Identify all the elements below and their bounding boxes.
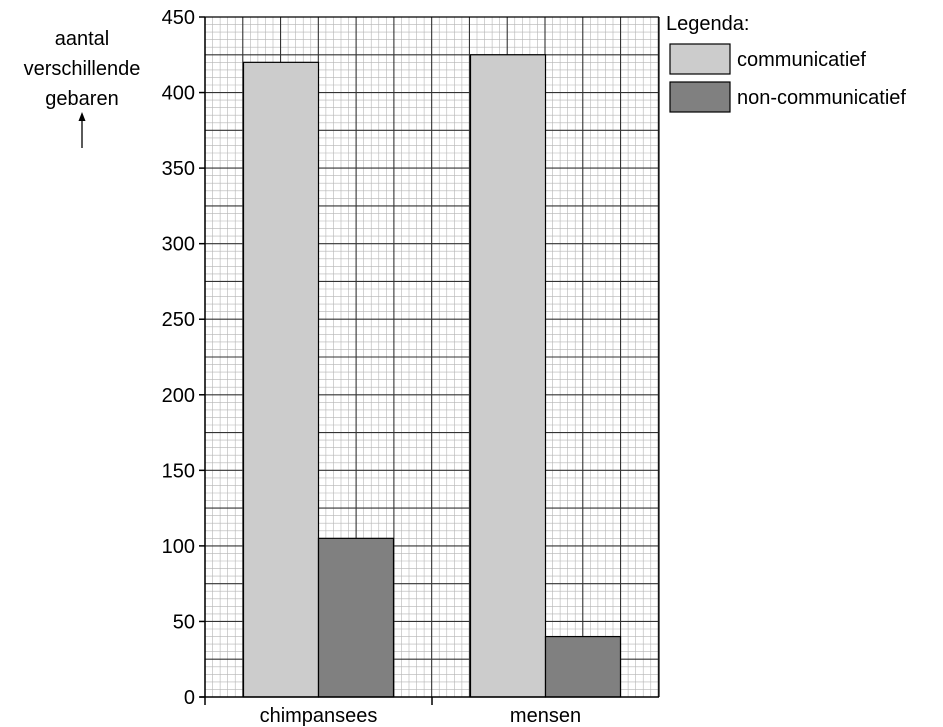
y-tick-label: 250 xyxy=(162,309,195,331)
legend-swatch-communicatief xyxy=(669,43,731,75)
y-axis-up-arrow-icon xyxy=(78,112,86,148)
y-axis-label-line-2: verschillende xyxy=(24,58,141,80)
y-axis-label-line-1: aantal xyxy=(55,28,110,50)
legend-label-non-communicatief: non-communicatief xyxy=(737,87,906,109)
legend: Legenda: communicatief non-communicatief xyxy=(666,13,906,113)
bar-communicatief-mensen xyxy=(469,54,547,698)
legend-label-communicatief: communicatief xyxy=(737,49,866,71)
legend-swatch-non-communicatief xyxy=(669,81,731,113)
bar-communicatief-chimpansees xyxy=(242,61,320,698)
y-ticks: 0 50 100 150 200 250 300 350 400 450 xyxy=(162,7,205,709)
y-tick-label: 50 xyxy=(173,611,195,633)
y-tick-label: 350 xyxy=(162,158,195,180)
y-axis-label-line-3: gebaren xyxy=(45,88,118,110)
bar-non-communicatief-mensen xyxy=(544,635,622,698)
y-tick-label: 450 xyxy=(162,7,195,29)
legend-title: Legenda: xyxy=(666,13,749,35)
y-tick-label: 100 xyxy=(162,536,195,558)
y-tick-label: 0 xyxy=(184,687,195,709)
x-tick-label: mensen xyxy=(510,705,581,727)
y-axis-label: aantal verschillende gebaren xyxy=(24,28,141,148)
bar-non-communicatief-chimpansees xyxy=(317,537,395,698)
y-tick-label: 150 xyxy=(162,460,195,482)
axes xyxy=(200,16,660,705)
bars xyxy=(242,54,622,698)
x-ticks: chimpansees mensen xyxy=(260,697,581,727)
y-tick-label: 300 xyxy=(162,234,195,256)
x-tick-label: chimpansees xyxy=(260,705,378,727)
y-tick-label: 200 xyxy=(162,385,195,407)
y-tick-label: 400 xyxy=(162,83,195,105)
